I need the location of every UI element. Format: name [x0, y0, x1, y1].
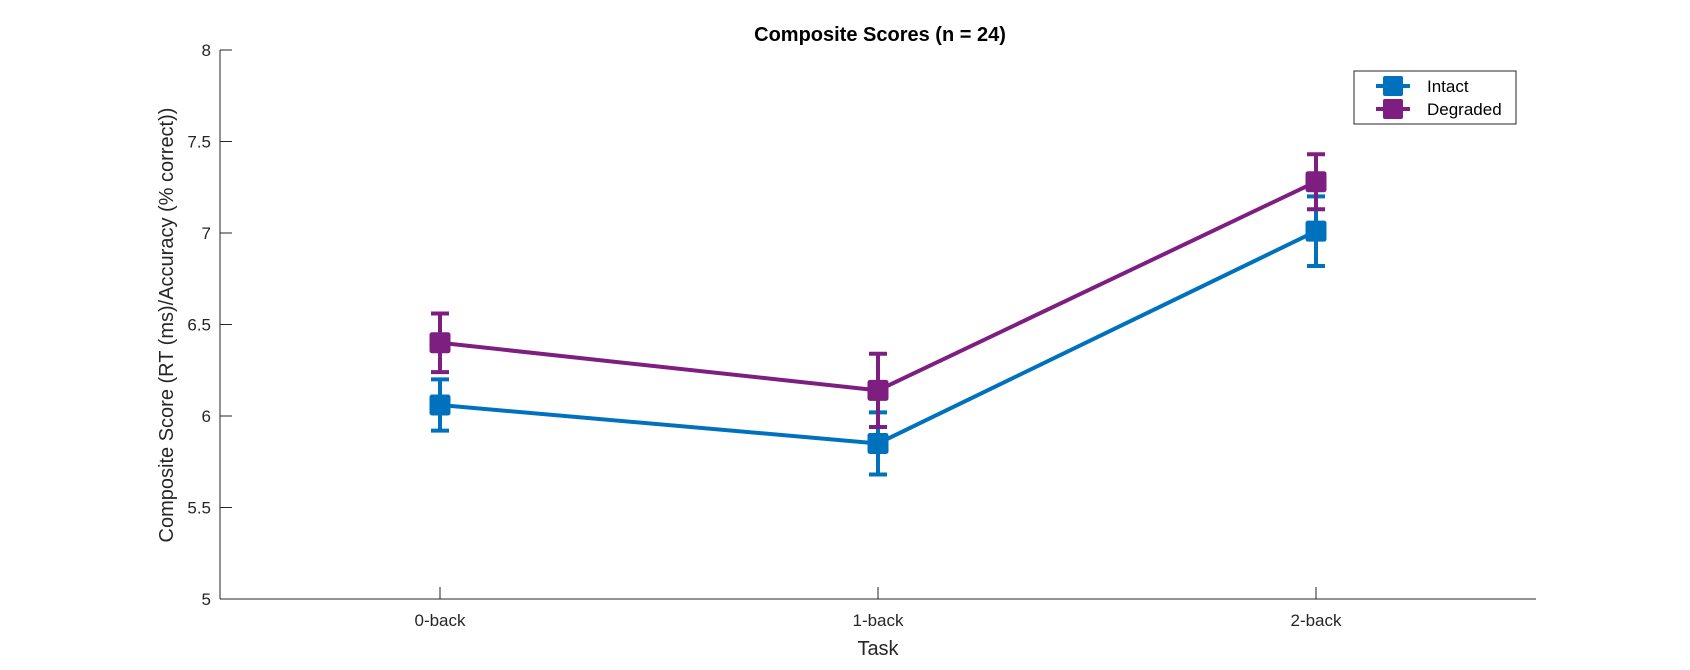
series-degraded: [429, 152, 1327, 429]
series-intact: [429, 194, 1327, 477]
axes: [219, 50, 1536, 600]
x-axis-title: Task: [857, 638, 899, 660]
y-tick-label: 5.5: [187, 499, 211, 518]
legend-box: [1353, 70, 1517, 125]
y-tick-label: 6.5: [187, 316, 211, 335]
legend-entries: Intact Degraded: [1376, 76, 1502, 119]
legend-entry-degraded: Degraded: [1376, 99, 1502, 119]
y-tick-label: 7: [202, 224, 211, 243]
y-tick-label: 7.5: [187, 133, 211, 152]
x-ticks: 0-back 1-back 2-back: [414, 587, 1342, 630]
x-tick-label-2-back: 2-back: [1290, 611, 1342, 630]
x-tick-label-1-back: 1-back: [852, 611, 904, 630]
legend: Intact Degraded: [1353, 70, 1517, 125]
series-layer: [429, 152, 1327, 477]
legend-marker-square-icon: [1383, 76, 1403, 96]
legend-label: Intact: [1427, 77, 1469, 96]
data-point-marker: [867, 379, 889, 401]
data-point-marker: [867, 432, 889, 454]
y-axis-title: Composite Score (RT (ms)/Accuracy (% cor…: [156, 108, 178, 543]
y-ticks: 5 5.5 6 6.5 7 7.5 8: [187, 41, 232, 609]
data-point-marker: [429, 394, 451, 416]
data-point-marker: [1305, 220, 1327, 242]
x-tick-label-0-back: 0-back: [414, 611, 466, 630]
data-point-marker: [429, 332, 451, 354]
chart-title: Composite Scores (n = 24): [754, 24, 1006, 46]
data-point-marker: [1305, 171, 1327, 193]
legend-label: Degraded: [1427, 100, 1502, 119]
legend-entry-intact: Intact: [1376, 76, 1469, 96]
y-tick-label: 5: [202, 590, 211, 609]
y-tick-label: 8: [202, 41, 211, 60]
y-tick-label: 6: [202, 407, 211, 426]
legend-marker-square-icon: [1383, 99, 1403, 119]
